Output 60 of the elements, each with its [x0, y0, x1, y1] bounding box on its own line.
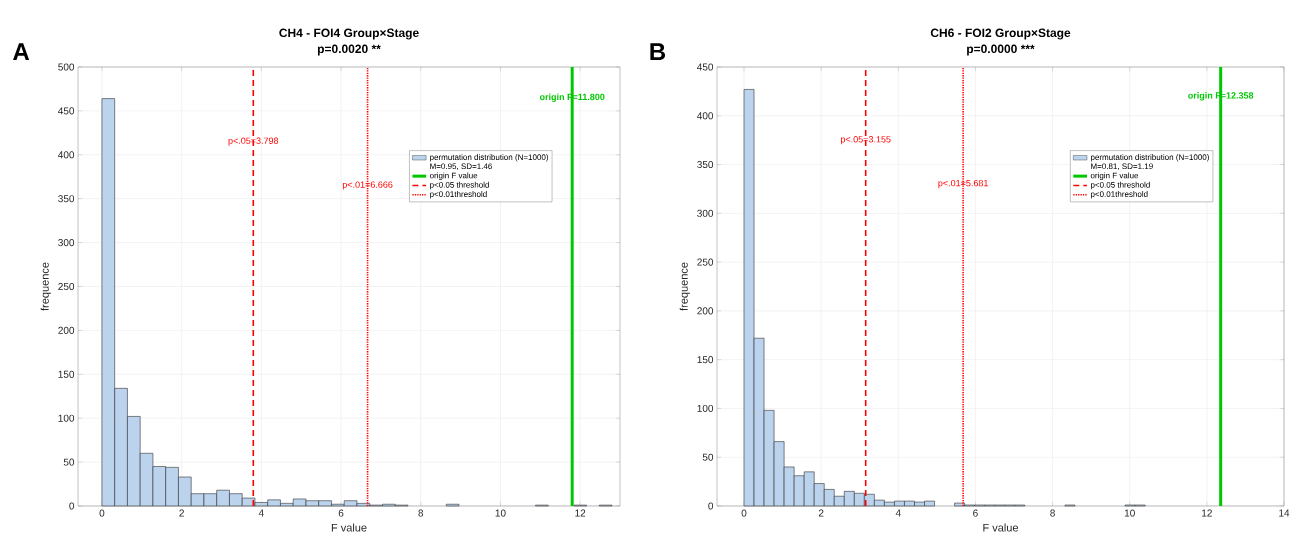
y-tick-label: 450 — [58, 107, 75, 115]
x-axis-title: F value — [983, 523, 1019, 532]
x-tick-label: 12 — [1202, 509, 1212, 517]
legend-label: permutation distribution (N=1000) — [1090, 154, 1209, 162]
annotation: p<.01=6.666 — [342, 181, 393, 190]
legend-label: permutation distribution (N=1000) — [430, 154, 549, 162]
y-tick-label: 50 — [63, 458, 75, 466]
x-tick-label: 4 — [895, 509, 901, 517]
x-tick-label: 8 — [1050, 509, 1055, 517]
chart-title: CH4 - FOI4 Group×Stage — [279, 28, 419, 40]
x-tick-label: 14 — [1279, 509, 1290, 517]
y-axis-title: frequence — [679, 262, 690, 311]
x-tick-label: 6 — [973, 509, 978, 517]
y-tick-label: 0 — [69, 502, 75, 510]
y-tick-label: 400 — [58, 151, 75, 159]
chart-title: CH6 - FOI2 Group×Stage — [930, 28, 1071, 40]
x-tick-label: 0 — [741, 509, 747, 517]
y-tick-label: 250 — [58, 282, 75, 291]
y-tick-label: 100 — [697, 404, 714, 412]
x-tick-label: 10 — [495, 509, 506, 517]
annotation: p<.01=5.681 — [938, 179, 988, 189]
annotation: M=0.95, SD=1.46 — [430, 163, 492, 171]
y-tick-label: 0 — [708, 502, 714, 510]
y-tick-label: 150 — [58, 370, 75, 378]
legend-label: p<0.05 threshold — [430, 181, 489, 190]
y-tick-label: 350 — [58, 195, 75, 203]
annotation: p<.05=3.798 — [228, 137, 279, 146]
annotation: M=0.81, SD=1.19 — [1091, 163, 1153, 170]
x-axis-title: F value — [331, 523, 367, 532]
x-tick-label: 8 — [418, 509, 424, 517]
y-tick-label: 450 — [697, 63, 714, 71]
y-tick-label: 200 — [697, 307, 714, 315]
legend-label: origin F value — [429, 172, 478, 180]
y-tick-label: 350 — [697, 161, 714, 169]
y-tick-label: 150 — [697, 356, 714, 364]
text: B — [650, 43, 666, 60]
y-tick-label: 200 — [58, 326, 75, 334]
y-tick-label: 300 — [697, 209, 714, 217]
y-tick-label: 500 — [58, 63, 75, 71]
y-tick-label: 250 — [697, 258, 714, 266]
chart-subtitle: p=0.0020 ** — [317, 44, 381, 56]
x-tick-label: 10 — [1124, 509, 1135, 517]
y-tick-label: 400 — [697, 112, 714, 120]
x-tick-label: 2 — [818, 509, 824, 517]
x-tick-label: 2 — [179, 509, 184, 517]
legend-label: p<0.05 threshold — [1090, 181, 1150, 190]
y-axis-title: frequence — [40, 262, 51, 311]
y-tick-label: 300 — [58, 239, 75, 247]
x-tick-label: 4 — [258, 509, 264, 517]
text: A — [13, 43, 30, 60]
x-tick-label: 0 — [99, 509, 105, 517]
y-tick-label: 50 — [702, 453, 714, 461]
annotation: p<.05=3.155 — [841, 136, 891, 145]
legend-label: p<0.01threshold — [430, 191, 487, 199]
chart-subtitle: p=0.0000 *** — [967, 44, 1035, 56]
legend-label: p<0.01threshold — [1090, 191, 1148, 199]
x-tick-label: 12 — [575, 509, 586, 517]
legend-label: origin F value — [1090, 172, 1139, 180]
y-tick-label: 100 — [58, 414, 75, 422]
x-tick-label: 6 — [338, 509, 344, 517]
